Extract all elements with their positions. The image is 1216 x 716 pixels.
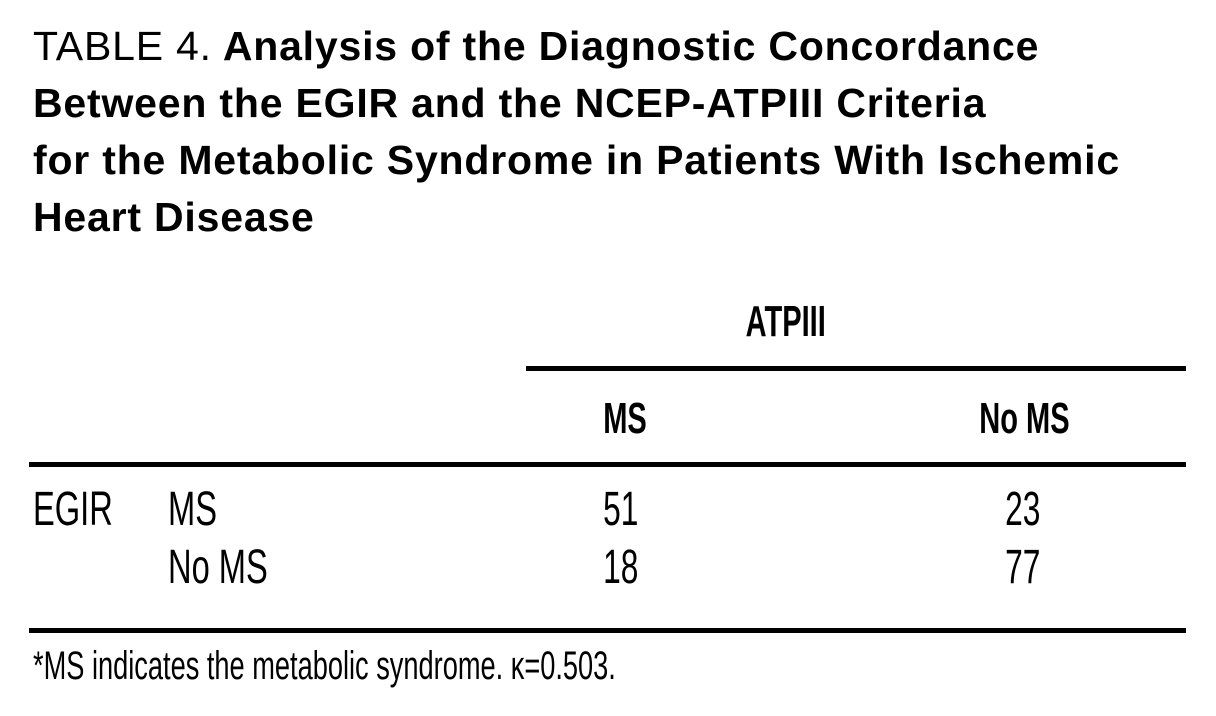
- column-header-no-ms: No MS: [924, 397, 1124, 441]
- table-title-line-2: Between the EGIR and the NCEP-ATPIII Cri…: [33, 75, 1120, 132]
- column-group-rule: [526, 366, 1186, 371]
- table-title-text-2: Between the EGIR and the NCEP-ATPIII Cri…: [33, 80, 987, 126]
- column-header-no-ms-label: No MS: [978, 394, 1070, 443]
- cell-egirms-atpiiinoms: 23: [923, 486, 1123, 534]
- cell-value: 51: [603, 483, 639, 536]
- table-title-line-4: Heart Disease: [33, 189, 1120, 246]
- row-group-label-text: EGIR: [33, 483, 113, 536]
- table-number-label: TABLE 4.: [33, 23, 212, 69]
- row-label-ms: MS: [168, 486, 240, 534]
- column-group-header: ATPIII: [686, 300, 886, 344]
- table-title-line-1: TABLE 4. Analysis of the Diagnostic Conco…: [33, 18, 1120, 75]
- cell-value: 23: [1005, 483, 1041, 536]
- table-footnote-text: *MS indicates the metabolic syndrome. κ=…: [33, 644, 616, 688]
- table-head-rule: [29, 462, 1186, 467]
- cell-egirnoms-atpiiinoms: 77: [923, 544, 1123, 592]
- table-title-line-3: for the Metabolic Syndrome in Patients W…: [33, 132, 1120, 189]
- table-title-text-1: Analysis of the Diagnostic Concordance: [222, 23, 1040, 69]
- column-header-ms-label: MS: [603, 394, 647, 443]
- column-group-header-label: ATPIII: [745, 297, 827, 346]
- table-bottom-rule: [29, 628, 1186, 633]
- row-label-ms-text: MS: [168, 483, 217, 536]
- cell-value: 77: [1005, 541, 1041, 594]
- row-label-no-ms: No MS: [168, 544, 315, 592]
- table-footnote: *MS indicates the metabolic syndrome. κ=…: [33, 646, 890, 686]
- table-title: TABLE 4. Analysis of the Diagnostic Conco…: [33, 18, 1120, 246]
- cell-value: 18: [603, 541, 639, 594]
- cell-egirms-atpiiims: 51: [521, 486, 721, 534]
- cell-egirnoms-atpiiims: 18: [521, 544, 721, 592]
- table-title-text-4: Heart Disease: [33, 194, 315, 240]
- row-group-label: EGIR: [33, 486, 150, 534]
- table-title-text-3: for the Metabolic Syndrome in Patients W…: [33, 137, 1120, 183]
- row-label-no-ms-text: No MS: [168, 541, 268, 594]
- column-header-ms: MS: [525, 397, 725, 441]
